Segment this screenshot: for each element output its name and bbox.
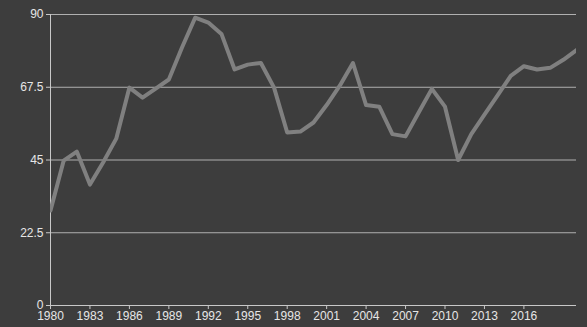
svg-text:90: 90 <box>30 7 44 21</box>
svg-text:1998: 1998 <box>274 309 301 323</box>
svg-text:67.5: 67.5 <box>20 80 44 94</box>
svg-text:2013: 2013 <box>471 309 498 323</box>
svg-text:1986: 1986 <box>116 309 143 323</box>
svg-text:1995: 1995 <box>234 309 261 323</box>
svg-text:1992: 1992 <box>195 309 222 323</box>
svg-text:1983: 1983 <box>77 309 104 323</box>
svg-text:45: 45 <box>30 153 44 167</box>
svg-text:2016: 2016 <box>511 309 538 323</box>
svg-text:2004: 2004 <box>353 309 380 323</box>
svg-text:22.5: 22.5 <box>20 226 44 240</box>
svg-text:2010: 2010 <box>432 309 459 323</box>
svg-text:0: 0 <box>37 298 44 312</box>
svg-text:2001: 2001 <box>313 309 340 323</box>
svg-text:1980: 1980 <box>37 309 64 323</box>
svg-text:1989: 1989 <box>155 309 182 323</box>
svg-text:2007: 2007 <box>392 309 419 323</box>
